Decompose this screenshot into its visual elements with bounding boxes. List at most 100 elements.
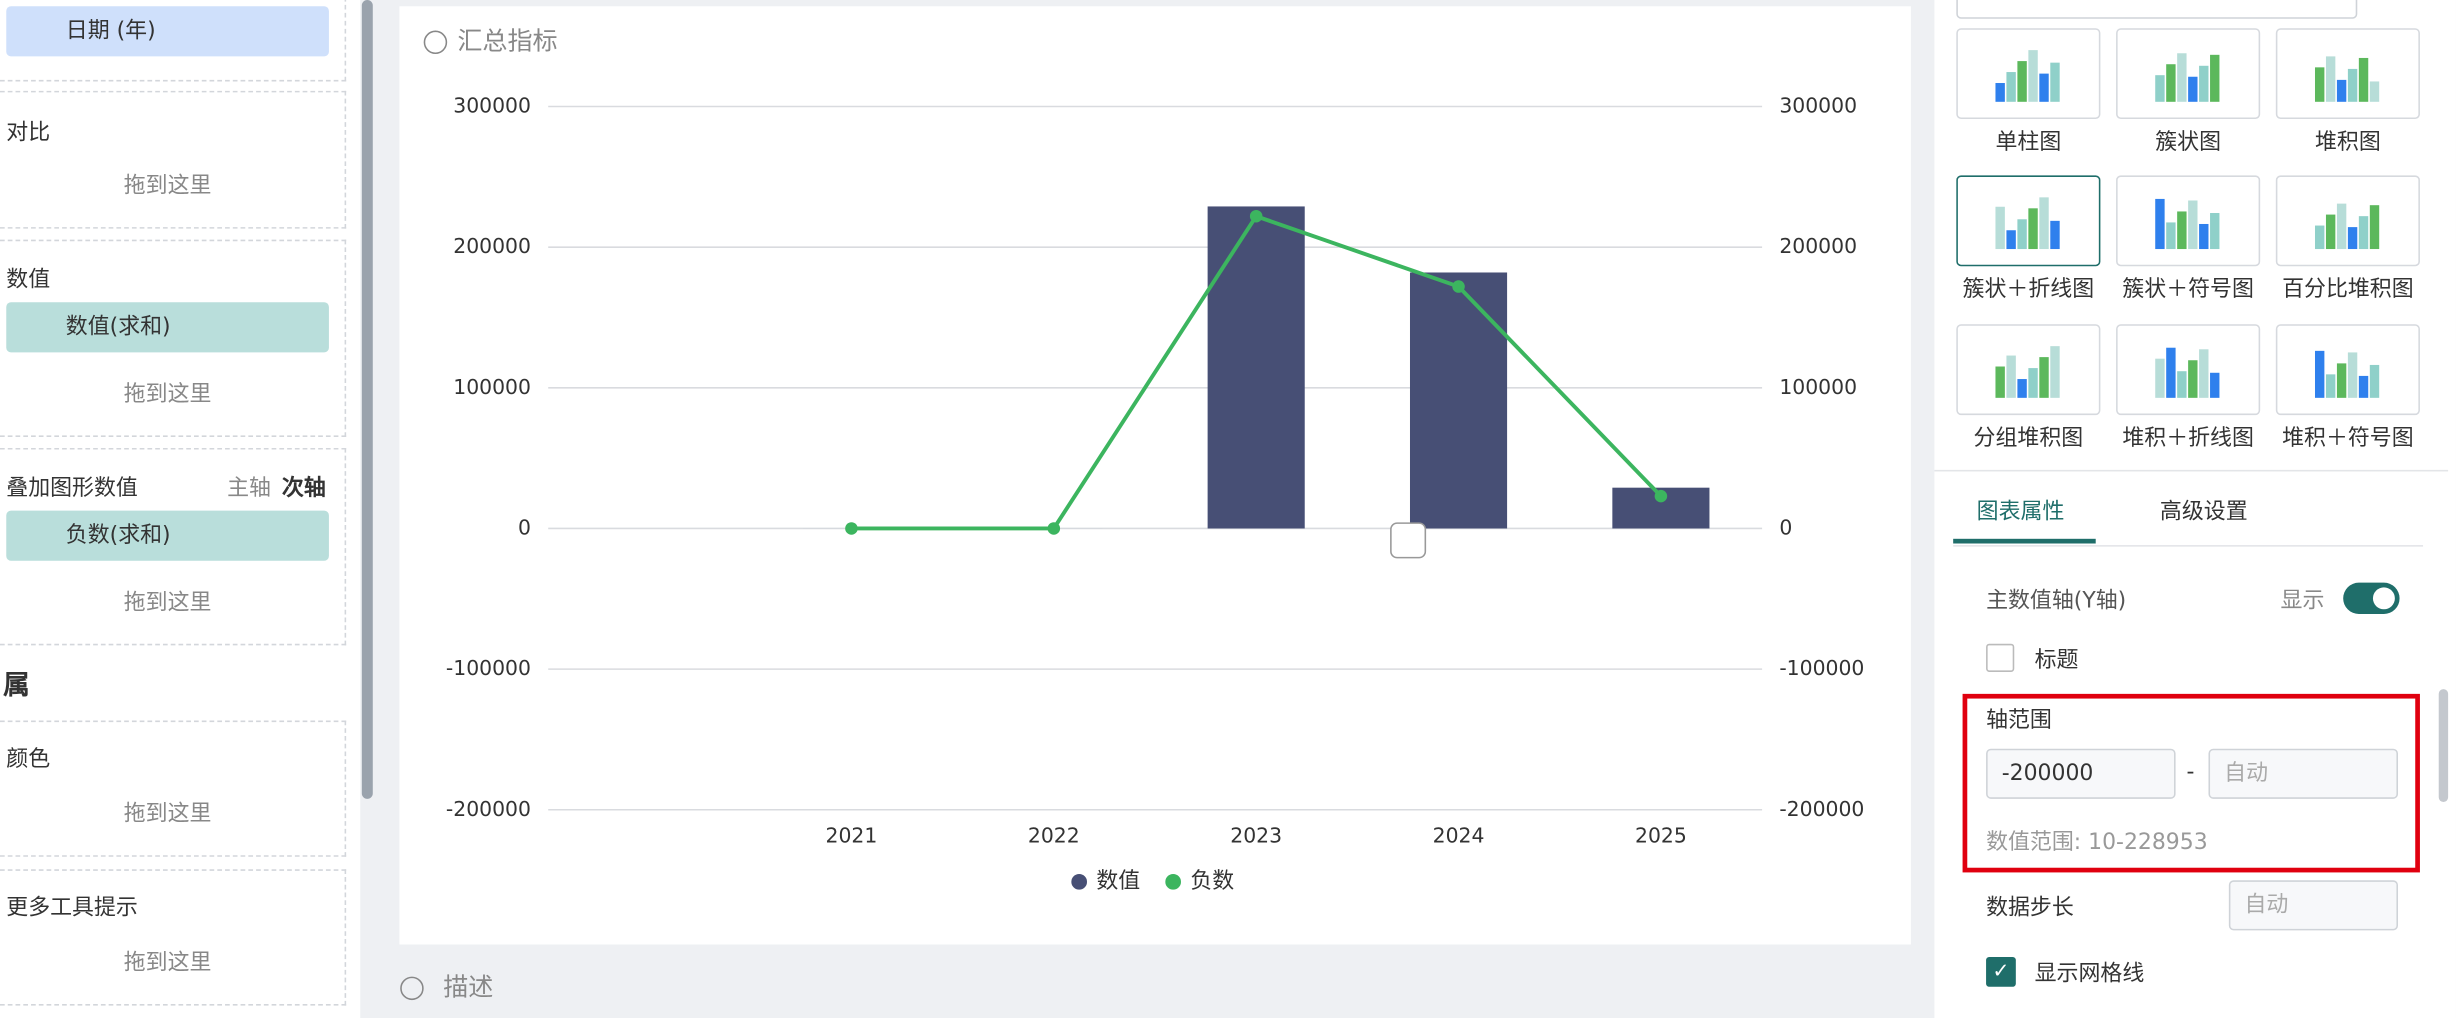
chart-type-icon [2314, 56, 2380, 102]
scrollbar[interactable] [361, 0, 373, 799]
x-tick-label: 2023 [1230, 823, 1282, 847]
icon-bar [2188, 360, 2198, 398]
chart-type-icon [2314, 350, 2380, 398]
icon-bar [2039, 357, 2049, 398]
chart-type-option[interactable] [1956, 324, 2101, 416]
date-field[interactable]: 日期 (年) [6, 6, 329, 57]
chart-type-label: 簇状图 [2155, 130, 2222, 156]
icon-bar [2028, 368, 2038, 398]
attr-label: 属 [3, 670, 30, 702]
value-label: 数值 [6, 267, 51, 293]
y2-tick-label: -100000 [1779, 656, 1864, 680]
y2-tick-label: 300000 [1779, 94, 1857, 118]
text: 负数(求和) [65, 523, 171, 549]
range-max-input[interactable]: 自动 [2208, 748, 2399, 799]
icon-bar [2358, 57, 2369, 102]
chart-type-label: 堆积＋符号图 [2282, 426, 2414, 452]
checkbox-checked[interactable]: ✓ [1986, 957, 2016, 987]
range-min-input[interactable]: -200000 [1986, 748, 2176, 799]
icon-bar [2006, 72, 2016, 102]
scrollbar[interactable] [2438, 689, 2449, 802]
icon-bar [1995, 83, 2005, 102]
tab-underline [1953, 538, 2096, 544]
checkbox[interactable] [1986, 643, 2015, 672]
grid-checkbox-label: 显示网格线 [2034, 961, 2145, 987]
icon-bar [2028, 50, 2038, 102]
chart-type-label: 单柱图 [1995, 130, 2062, 156]
add-icon [423, 30, 448, 55]
icon-bar [2028, 208, 2038, 250]
y2-tick-label: 100000 [1779, 375, 1857, 399]
y2-tick-label: 200000 [1779, 234, 1857, 258]
icon-bar [2347, 352, 2358, 398]
chart-type-icon [2155, 198, 2220, 250]
text: 数值(求和) [65, 314, 171, 340]
title-checkbox-label: 标题 [2034, 648, 2079, 674]
toggle[interactable] [2343, 582, 2400, 614]
legend-label[interactable]: 数值 [1096, 869, 1140, 894]
add-icon [400, 976, 424, 1001]
legend-label[interactable]: 负数 [1190, 869, 1234, 894]
icon-bar [2050, 346, 2060, 398]
y-tick-label: 200000 [453, 234, 531, 258]
point [1654, 489, 1668, 503]
chart-type-option[interactable] [2116, 28, 2261, 120]
icon-bar [2155, 358, 2165, 398]
icon-bar [2336, 363, 2347, 398]
chart-type-option[interactable] [1956, 175, 2101, 267]
overlay-field[interactable]: 负数(求和) [6, 510, 329, 561]
icon-bar [2358, 375, 2369, 398]
chart: 汇总指标 描述 -200000 -100000 0 100000 200000 30000… [399, 6, 1911, 1001]
icon-bar [1995, 366, 2005, 398]
compare-box[interactable] [0, 90, 347, 229]
description[interactable]: 描述 [443, 972, 493, 1001]
icon-bar [2188, 200, 2198, 250]
secondary-axis[interactable]: 次轴 [281, 476, 326, 502]
add-metric[interactable]: 汇总指标 [457, 26, 557, 55]
y-tick-label: 100000 [453, 375, 531, 399]
range-hint: 数值范围: 10-228953 [1986, 830, 2208, 856]
icon-bar [2006, 355, 2016, 398]
chart-type-option[interactable] [2275, 28, 2420, 120]
drop-hint: 拖到这里 [123, 590, 212, 616]
axis-section: 主数值轴(Y轴) [1986, 588, 2127, 614]
icon-bar [2336, 203, 2347, 250]
icon-bar [2177, 371, 2187, 398]
drop-hint: 拖到这里 [123, 801, 212, 828]
chart-type-option[interactable] [2116, 324, 2261, 416]
icon-bar [2369, 364, 2380, 398]
drop-hint: 拖到这里 [123, 950, 212, 976]
icon-bar [2210, 213, 2220, 250]
chart-type-icon [2155, 53, 2220, 102]
color-box[interactable] [0, 720, 347, 857]
chart-type-option[interactable] [2116, 175, 2261, 267]
text: 日期 (年) [65, 18, 156, 44]
icon-bar [2369, 81, 2380, 102]
chart-type-option[interactable] [1956, 28, 2101, 120]
value-field[interactable]: 数值(求和) [6, 302, 329, 353]
point [1047, 522, 1061, 535]
drag-handle[interactable] [1390, 522, 1427, 559]
chart-type-option[interactable] [2275, 324, 2420, 416]
step-input[interactable]: 自动 [2228, 880, 2399, 931]
search-input[interactable] [1956, 0, 2358, 19]
x-tick-label: 2022 [1028, 823, 1080, 847]
point [1249, 209, 1263, 223]
icon-bar [2325, 214, 2336, 250]
tooltip-box[interactable] [0, 869, 347, 1006]
icon-bar [2017, 219, 2027, 250]
legend-dot [1071, 873, 1088, 890]
icon-bar [2050, 62, 2060, 102]
icon-bar [2166, 347, 2176, 398]
color-label: 颜色 [6, 747, 51, 773]
x-tick-label: 2021 [826, 823, 878, 847]
icon-bar [2188, 76, 2198, 102]
tab[interactable]: 高级设置 [2159, 499, 2248, 525]
icon-bar [1995, 206, 2005, 250]
chart-type-option[interactable] [2275, 175, 2420, 267]
icon-bar [2155, 198, 2165, 250]
icon-bar [2017, 379, 2027, 398]
primary-axis[interactable]: 主轴 [227, 476, 271, 502]
tab-active[interactable]: 图表属性 [1976, 499, 2065, 525]
